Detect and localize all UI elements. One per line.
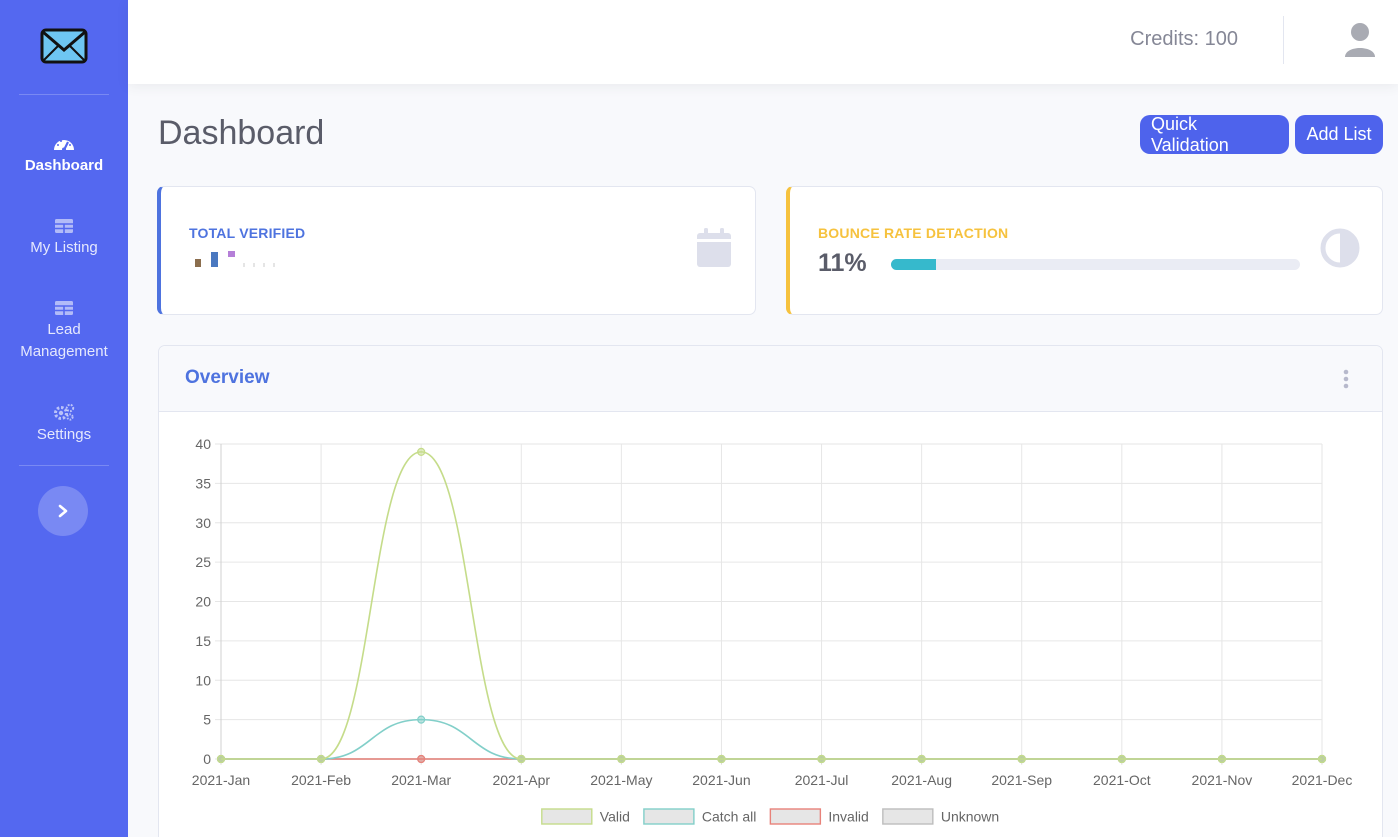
legend-label-valid: Valid <box>600 809 630 825</box>
sidebar-item-label: Dashboard <box>24 157 104 174</box>
legend-swatch-unknown <box>882 808 934 825</box>
overview-header: Overview <box>159 346 1382 412</box>
tachometer-icon <box>54 140 74 152</box>
x-tick-label: 2021-Jan <box>192 772 250 788</box>
data-point-catch-all <box>417 715 426 724</box>
y-tick-label: 0 <box>203 751 211 767</box>
series-line-catch-all <box>220 718 1322 760</box>
x-tick-label: 2021-Apr <box>492 772 550 788</box>
calendar-icon <box>697 228 731 267</box>
x-tick-label: 2021-May <box>590 772 652 788</box>
x-tick-label: 2021-Nov <box>1192 772 1253 788</box>
data-point-valid <box>1117 754 1126 764</box>
topbar-divider <box>1283 16 1284 64</box>
loading-bars-icon <box>195 251 275 267</box>
data-point-valid <box>917 754 926 764</box>
series-line-valid <box>220 451 1322 760</box>
sidebar-item-settings[interactable]: Settings <box>0 403 128 446</box>
overview-card: Overview 0 5 10 15 20 25 30 35 40 2021-Jan 2021-Fe… <box>158 345 1383 837</box>
bounce-rate-progress <box>891 259 1300 270</box>
user-icon[interactable] <box>1342 20 1378 60</box>
overview-title: Overview <box>185 367 270 388</box>
sidebar-toggle-button[interactable] <box>38 486 88 536</box>
page-title: Dashboard <box>158 114 325 152</box>
x-tick-label: 2021-Sep <box>991 772 1052 788</box>
data-point-valid <box>417 447 426 456</box>
data-point-valid <box>617 754 626 764</box>
sidebar-item-dashboard[interactable]: Dashboard <box>0 134 128 177</box>
data-point-valid <box>817 754 826 764</box>
data-point-valid <box>717 754 726 764</box>
x-tick-label: 2021-Jul <box>795 772 849 788</box>
sidebar-item-lead-management[interactable]: Lead Management <box>0 300 128 363</box>
total-verified-label: TOTAL VERIFIED <box>189 225 306 241</box>
y-tick-label: 25 <box>195 554 211 570</box>
y-tick-label: 35 <box>195 475 211 491</box>
bounce-rate-label: BOUNCE RATE DETACTION <box>818 225 1009 241</box>
legend-label-catch-all: Catch all <box>702 809 756 825</box>
x-tick-label: 2021-Jun <box>692 772 750 788</box>
legend-swatch-catch-all <box>643 808 695 825</box>
total-verified-card: TOTAL VERIFIED <box>157 186 756 315</box>
sidebar-item-label: Lead Management <box>20 321 108 360</box>
overview-line-chart: 0 5 10 15 20 25 30 35 40 2021-Jan 2021-Feb 2021-Mar… <box>192 436 1353 825</box>
y-tick-label: 30 <box>195 515 211 531</box>
add-list-button[interactable]: Add List <box>1295 115 1383 154</box>
sidebar-item-label: My Listing <box>30 239 98 256</box>
envelope-icon <box>40 28 88 64</box>
credits-text: Credits: 100 <box>1130 28 1238 50</box>
data-point-valid <box>1017 754 1026 764</box>
x-tick-label: 2021-Aug <box>891 772 952 788</box>
data-point-invalid <box>417 754 426 764</box>
legend-swatch-invalid <box>769 808 822 825</box>
y-tick-label: 15 <box>195 633 211 649</box>
chevron-right-icon <box>58 504 68 518</box>
data-point-valid <box>1217 754 1227 764</box>
sidebar-item-label: Settings <box>36 426 92 443</box>
y-tick-label: 40 <box>195 436 211 452</box>
x-tick-label: 2021-Feb <box>291 772 351 788</box>
data-point-valid <box>517 754 526 764</box>
data-point-valid <box>216 754 226 764</box>
x-tick-label: 2021-Mar <box>391 772 451 788</box>
legend-swatch-valid <box>541 808 593 825</box>
data-point-valid <box>1317 754 1327 764</box>
y-tick-label: 5 <box>203 712 211 728</box>
half-circle-icon <box>1320 228 1360 268</box>
cogs-icon <box>54 403 75 421</box>
data-point-valid <box>316 754 326 764</box>
quick-validation-button[interactable]: Quick Validation <box>1140 114 1289 155</box>
sidebar: Dashboard My Listing Lead Management Set… <box>0 0 128 837</box>
ellipsis-vertical-icon[interactable] <box>1340 368 1352 390</box>
bounce-rate-value: 11% <box>818 249 867 277</box>
sidebar-divider <box>19 94 109 95</box>
table-icon <box>55 301 73 315</box>
bounce-rate-card: BOUNCE RATE DETACTION 11% <box>786 186 1383 315</box>
brand-logo[interactable] <box>0 0 128 94</box>
topbar: Credits: 100 <box>128 0 1398 84</box>
legend-label-invalid: Invalid <box>828 809 868 825</box>
x-tick-label: 2021-Dec <box>1292 772 1353 788</box>
y-tick-label: 10 <box>195 672 211 688</box>
x-tick-label: 2021-Oct <box>1093 772 1151 788</box>
y-tick-label: 20 <box>195 594 211 610</box>
table-icon <box>55 219 73 233</box>
bounce-rate-progress-fill <box>891 259 936 270</box>
sidebar-item-my-listing[interactable]: My Listing <box>0 218 128 259</box>
sidebar-divider <box>19 465 109 466</box>
legend-label-unknown: Unknown <box>941 809 999 825</box>
